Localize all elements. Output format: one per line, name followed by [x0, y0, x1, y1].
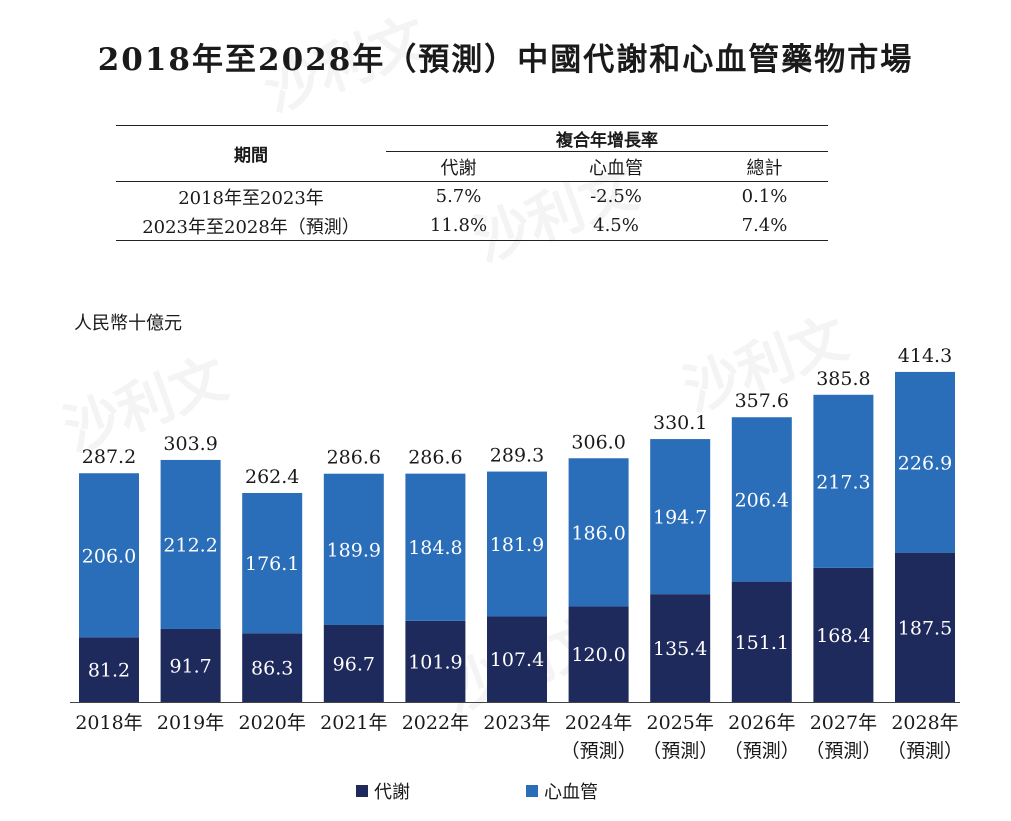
x-tick-label: 2020年: [239, 712, 306, 734]
data-label-metabolic: 168.4: [816, 625, 870, 647]
data-label-total: 287.2: [82, 446, 136, 468]
x-tick-sublabel: （預測）: [724, 740, 800, 762]
x-tick-label: 2027年: [810, 712, 877, 734]
data-label-total: 286.6: [327, 447, 381, 469]
bar-segment-cardiovascular: [813, 394, 874, 568]
data-label-cardiovascular: 181.9: [490, 534, 544, 556]
bar-segment-metabolic: [323, 624, 384, 702]
bar-segment-metabolic: [731, 581, 792, 702]
data-label-metabolic: 135.4: [653, 638, 707, 660]
cell-total: 7.4%: [701, 211, 828, 241]
bar-segment-metabolic: [487, 616, 547, 702]
x-tick-label: 2028年: [891, 712, 958, 734]
data-label-cardiovascular: 226.9: [898, 452, 952, 474]
data-label-total: 357.6: [735, 390, 789, 412]
data-label-cardiovascular: 206.4: [735, 489, 789, 511]
data-label-cardiovascular: 217.3: [816, 471, 870, 493]
page-title: 2018年至2028年（預測）中國代謝和心血管藥物市場: [97, 42, 914, 78]
data-label-metabolic: 151.1: [735, 632, 789, 654]
data-label-cardiovascular: 189.9: [327, 539, 381, 561]
cell-cardiovascular: 4.5%: [531, 211, 701, 241]
cagr-table: 期間 複合年增長率 代謝 心血管 總計 2018年至2023年 5.7% -2.…: [116, 125, 828, 241]
bar-segment-cardiovascular: [160, 459, 221, 629]
data-label-metabolic: 86.3: [251, 658, 293, 680]
row-period: 2023年至2028年（預測）: [116, 211, 386, 241]
data-label-total: 414.3: [898, 345, 952, 367]
data-label-total: 306.0: [571, 431, 625, 453]
cell-metabolic: 5.7%: [435, 186, 482, 207]
data-label-metabolic: 96.7: [333, 653, 375, 675]
bar-segment-metabolic: [813, 567, 874, 702]
column-header-metabolic: 代謝: [440, 157, 477, 179]
bar-segment-metabolic: [79, 637, 139, 702]
data-label-total: 262.4: [245, 466, 299, 488]
bar-segment-cardiovascular: [242, 492, 303, 634]
x-tick-label: 2025年: [647, 712, 714, 734]
x-tick-sublabel: （預測）: [642, 740, 718, 762]
data-label-metabolic: 120.0: [571, 644, 625, 666]
data-label-cardiovascular: 184.8: [408, 537, 462, 559]
bar-segment-cardiovascular: [731, 417, 792, 582]
bar-segment-cardiovascular: [568, 458, 629, 607]
data-label-cardiovascular: 212.2: [163, 534, 217, 556]
data-label-cardiovascular: 176.1: [245, 553, 299, 575]
x-tick-sublabel: （預測）: [561, 740, 637, 762]
data-label-metabolic: 187.5: [898, 617, 952, 639]
x-tick-sublabel: （預測）: [805, 740, 881, 762]
bar-segment-cardiovascular: [895, 371, 955, 553]
x-tick-label: 2026年: [728, 712, 795, 734]
data-label-metabolic: 91.7: [169, 655, 211, 677]
bar-segment-metabolic: [160, 628, 221, 702]
data-label-cardiovascular: 206.0: [82, 545, 136, 567]
legend-label-metabolic: 代謝: [374, 782, 410, 803]
column-header-cardiovascular: 心血管: [589, 157, 643, 179]
row-period: 2018年至2023年: [178, 187, 324, 209]
data-label-total: 286.6: [408, 447, 462, 469]
bar-segment-cardiovascular: [79, 473, 139, 638]
data-label-metabolic: 101.9: [408, 651, 462, 673]
x-tick-label: 2019年: [157, 712, 224, 734]
bar-segment-metabolic: [405, 620, 466, 702]
bar-segment-metabolic: [650, 594, 711, 702]
data-label-total: 330.1: [653, 412, 707, 434]
cagr-header: 複合年增長率: [386, 125, 828, 152]
data-label-total: 289.3: [490, 445, 544, 467]
legend-swatch-metabolic: [356, 785, 368, 797]
period-header: 期間: [116, 125, 386, 182]
column-header-total: 總計: [746, 157, 783, 179]
data-label-cardiovascular: 194.7: [653, 507, 707, 529]
cell-total: 0.1%: [741, 186, 788, 207]
cell-metabolic: 11.8%: [386, 211, 531, 241]
legend-item-metabolic: 代謝: [356, 778, 410, 804]
cell-cardiovascular: -2.5%: [590, 186, 642, 207]
data-label-cardiovascular: 186.0: [571, 522, 625, 544]
bar-segment-metabolic: [895, 552, 955, 702]
bar-segment-cardiovascular: [487, 471, 547, 617]
bar-segment-metabolic: [568, 606, 629, 702]
bar-segment-metabolic: [242, 633, 303, 702]
x-tick-label: 2021年: [320, 712, 387, 734]
data-label-total: 385.8: [816, 368, 870, 390]
legend-label-cardiovascular: 心血管: [544, 782, 598, 803]
bar-segment-cardiovascular: [650, 439, 711, 595]
legend-item-cardiovascular: 心血管: [526, 778, 598, 804]
unit-label: 人民幣十億元: [74, 313, 182, 334]
bar-segment-cardiovascular: [405, 473, 466, 621]
bar-segment-cardiovascular: [323, 473, 384, 625]
x-tick-label: 2018年: [75, 712, 142, 734]
x-tick-label: 2023年: [483, 712, 550, 734]
x-tick-sublabel: （預測）: [887, 740, 963, 762]
x-tick-label: 2024年: [565, 712, 632, 734]
data-label-total: 303.9: [163, 433, 217, 455]
data-label-metabolic: 107.4: [490, 649, 544, 671]
data-label-metabolic: 81.2: [88, 660, 130, 682]
x-tick-label: 2022年: [402, 712, 469, 734]
legend-swatch-cardiovascular: [526, 785, 538, 797]
